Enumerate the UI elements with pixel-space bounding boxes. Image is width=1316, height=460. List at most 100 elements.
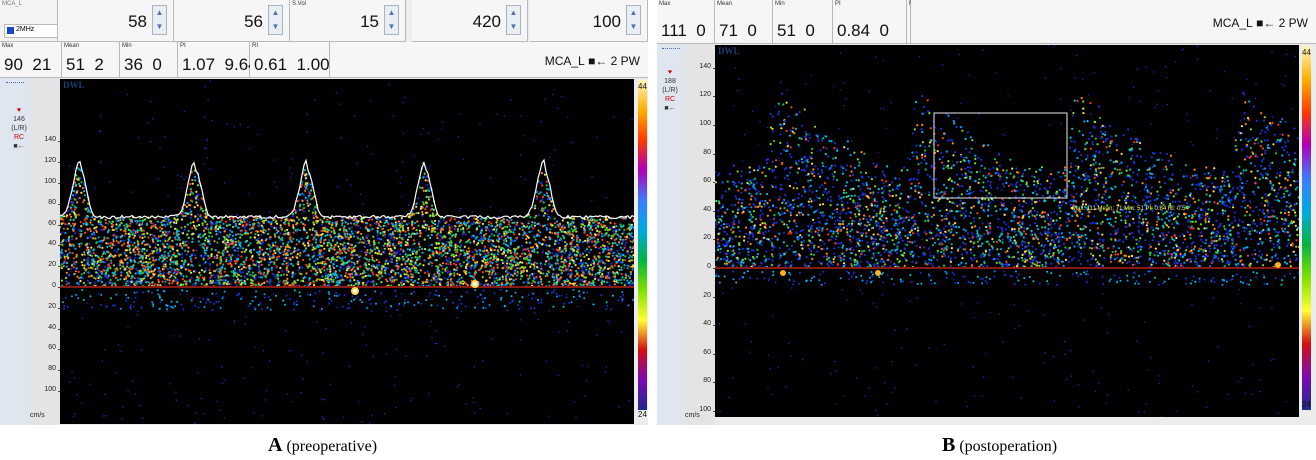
chevron-up-icon[interactable]: ▲ bbox=[155, 8, 164, 17]
spectral-pixel bbox=[157, 243, 160, 246]
chevron-down-icon[interactable]: ▼ bbox=[509, 22, 518, 31]
spectral-pixel bbox=[415, 271, 418, 274]
spectral-pixel bbox=[313, 252, 316, 255]
spectral-pixel bbox=[186, 193, 189, 196]
spectral-pixel bbox=[168, 254, 171, 257]
spectral-pixel bbox=[255, 219, 258, 222]
spectral-pixel bbox=[92, 263, 96, 266]
probe-freq-dropdown[interactable]: 2MHz bbox=[4, 24, 58, 38]
spectral-pixel bbox=[141, 262, 144, 265]
spectral-pixel bbox=[87, 256, 90, 259]
spectral-pixel bbox=[147, 254, 150, 257]
spectral-pixel bbox=[210, 235, 214, 238]
measure-value-2: 9.64 bbox=[224, 55, 258, 74]
spectral-pixel bbox=[560, 239, 563, 242]
spectral-pixel bbox=[600, 266, 603, 269]
spectral-pixel bbox=[258, 256, 261, 259]
spectral-pixel bbox=[568, 265, 571, 268]
spectral-pixel bbox=[167, 252, 170, 255]
spectral-pixel bbox=[535, 262, 539, 265]
spectral-pixel bbox=[577, 246, 580, 249]
spectral-pixel bbox=[263, 256, 266, 259]
spectral-pixel bbox=[584, 239, 587, 242]
spectral-pixel bbox=[596, 238, 600, 241]
spectral-pixel bbox=[393, 254, 396, 257]
spectral-pixel bbox=[105, 269, 109, 273]
spectral-pixel bbox=[470, 222, 474, 225]
measure-value-1: 90 bbox=[4, 55, 23, 74]
spectral-pixel bbox=[209, 222, 212, 225]
spectral-pixel bbox=[469, 266, 472, 269]
value-stepper[interactable]: ▲ ▼ bbox=[384, 5, 399, 35]
chevron-up-icon[interactable]: ▲ bbox=[271, 8, 280, 17]
spectral-pixel bbox=[177, 272, 180, 275]
spectral-pixel bbox=[611, 254, 615, 257]
spectral-pixel bbox=[417, 271, 420, 275]
value-stepper[interactable]: ▲ ▼ bbox=[626, 5, 641, 35]
spectral-pixel bbox=[317, 234, 320, 237]
spectral-pixel bbox=[262, 253, 265, 256]
spectral-pixel bbox=[357, 224, 360, 227]
spectral-pixel bbox=[449, 263, 452, 266]
spectral-pixel bbox=[550, 200, 553, 203]
spectral-pixel bbox=[284, 245, 287, 249]
spectral-pixel bbox=[262, 231, 265, 234]
spectral-pixel bbox=[176, 238, 179, 241]
spectral-pixel bbox=[537, 270, 540, 273]
spectral-pixel bbox=[508, 220, 511, 223]
spectral-pixel bbox=[219, 278, 222, 281]
spectral-pixel bbox=[260, 282, 264, 285]
spectral-pixel bbox=[250, 231, 253, 234]
spectral-pixel bbox=[192, 221, 195, 224]
spectral-pixel bbox=[323, 247, 326, 250]
spectral-pixel bbox=[421, 225, 424, 229]
spectral-pixel bbox=[541, 243, 544, 246]
spectral-pixel bbox=[493, 228, 496, 231]
spectral-pixel bbox=[61, 244, 64, 247]
spectral-pixel bbox=[562, 248, 565, 251]
chevron-down-icon[interactable]: ▼ bbox=[155, 22, 164, 31]
spectral-pixel bbox=[206, 238, 209, 241]
spectral-pixel bbox=[503, 221, 506, 224]
spectral-pixel bbox=[475, 218, 478, 221]
chevron-down-icon[interactable]: ▼ bbox=[629, 22, 638, 31]
spectral-pixel bbox=[548, 244, 551, 247]
spectral-pixel bbox=[274, 235, 277, 238]
spectral-pixel bbox=[427, 234, 430, 237]
chevron-down-icon[interactable]: ▼ bbox=[387, 22, 396, 31]
value-stepper[interactable]: ▲ ▼ bbox=[268, 5, 283, 35]
spectral-pixel bbox=[533, 264, 536, 268]
spectral-pixel bbox=[89, 236, 92, 239]
spectral-pixel bbox=[291, 215, 294, 218]
spectral-pixel bbox=[120, 271, 123, 274]
spectral-pixel bbox=[347, 242, 350, 245]
scale-tick: 60 bbox=[48, 219, 56, 227]
spectral-pixel bbox=[548, 231, 552, 234]
spectral-pixel bbox=[356, 221, 359, 224]
measure-min: Min 36 0 bbox=[120, 42, 178, 78]
chevron-up-icon[interactable]: ▲ bbox=[387, 8, 396, 17]
chevron-up-icon[interactable]: ▲ bbox=[629, 8, 638, 17]
spectral-pixel bbox=[506, 236, 509, 239]
spectral-pixel bbox=[352, 261, 355, 264]
sidebar-grip-icon[interactable] bbox=[6, 82, 24, 85]
spectral-pixel bbox=[360, 232, 363, 235]
spectral-pixel bbox=[434, 246, 437, 250]
chevron-up-icon[interactable]: ▲ bbox=[509, 8, 518, 17]
spectral-pixel bbox=[138, 277, 142, 280]
spectral-pixel bbox=[475, 253, 478, 256]
probe-selector[interactable]: MCA_L 2MHz bbox=[0, 0, 58, 42]
spectral-pixel bbox=[550, 267, 553, 270]
spectral-pixel bbox=[281, 262, 284, 266]
value-stepper[interactable]: ▲ ▼ bbox=[152, 5, 167, 35]
spectral-pixel bbox=[73, 224, 76, 227]
value-stepper[interactable]: ▲ ▼ bbox=[506, 5, 521, 35]
spectral-pixel bbox=[183, 244, 186, 247]
spectral-pixel bbox=[533, 267, 536, 270]
spectral-pixel bbox=[133, 241, 136, 245]
chevron-down-icon[interactable]: ▼ bbox=[271, 22, 280, 31]
depth-value: 146 bbox=[13, 116, 25, 123]
spectral-pixel bbox=[151, 240, 155, 243]
spectral-pixel bbox=[141, 247, 144, 251]
spectral-pixel bbox=[248, 223, 251, 227]
